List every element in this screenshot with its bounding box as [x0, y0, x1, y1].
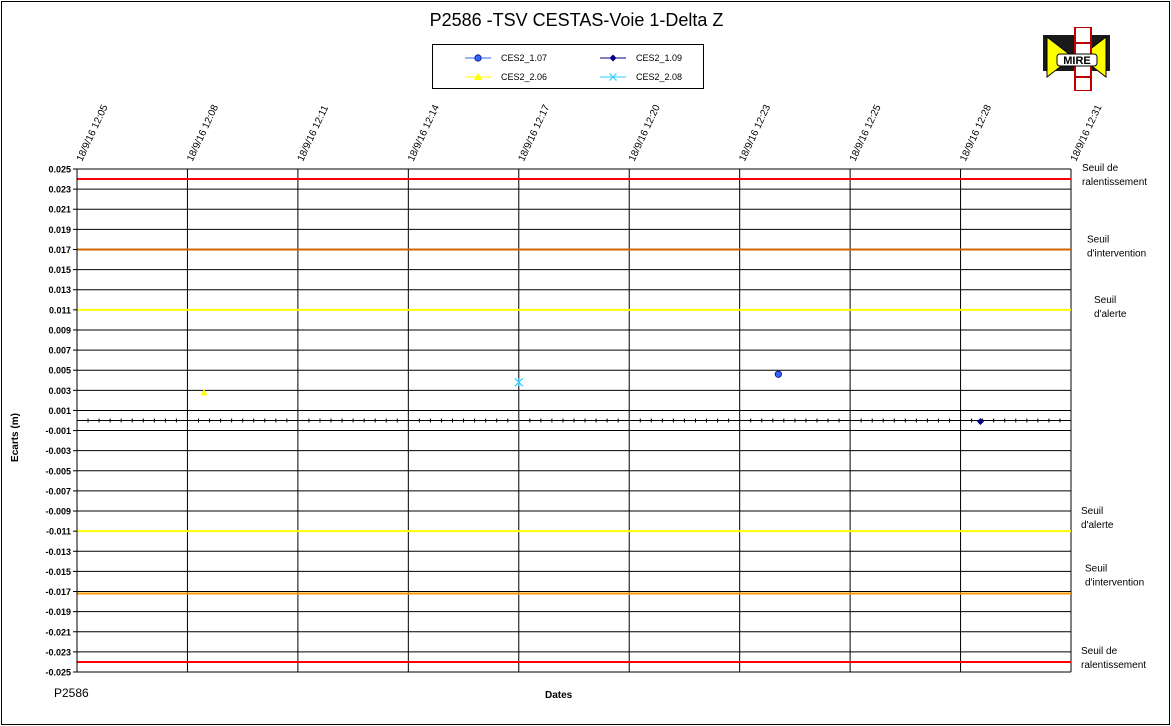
y-tick-label: 0.005: [48, 366, 71, 376]
y-tick-label: 0.009: [48, 325, 71, 335]
threshold-label-line: ralentissement: [1081, 660, 1146, 671]
logo-text: MIRE: [1063, 55, 1091, 67]
threshold-labels: Seuil de ralentissement Seuil d'interventio…: [1081, 163, 1147, 671]
y-tick-label: -0.015: [45, 567, 71, 577]
y-tick-label: -0.009: [45, 507, 71, 517]
y-tick-label: 0.013: [48, 285, 71, 295]
mire-logo: MIRE: [1043, 27, 1110, 91]
x-tick-label: 18/9/16 12:14: [406, 103, 442, 163]
x-tick-label: 18/9/16 12:25: [848, 103, 884, 163]
threshold-label-line: d'intervention: [1087, 248, 1146, 259]
x-tick-label: 18/9/16 12:11: [296, 103, 332, 163]
threshold-label: Seuil d'intervention: [1085, 564, 1144, 589]
y-tick-labels: 0.025 0.023 0.021 0.019 0.017 0.015 0.013 0.011…: [45, 165, 71, 678]
y-tick-label: -0.025: [45, 668, 71, 678]
chart-title: P2586 -TSV CESTAS-Voie 1-Delta Z: [429, 10, 724, 30]
x-tick-label: 18/9/16 12:31: [1069, 103, 1105, 163]
x-axis-label: Dates: [545, 690, 573, 701]
y-tick-label: 0.001: [48, 406, 71, 416]
threshold-label-line: d'alerte: [1094, 309, 1127, 320]
data-point-triangle: [200, 388, 208, 396]
threshold-label-line: ralentissement: [1082, 177, 1147, 188]
x-tick-label: 18/9/16 12:28: [958, 103, 994, 163]
y-tick-label: 0.011: [49, 305, 71, 315]
threshold-label-line: Seuil: [1094, 295, 1116, 306]
threshold-label-line: d'alerte: [1081, 520, 1114, 531]
y-tick-label: -0.013: [45, 547, 71, 557]
y-tick-label: -0.003: [45, 446, 71, 456]
x-tick-label: 18/9/16 12:05: [75, 103, 111, 163]
legend: CES2_1.07 CES2_1.09 CES2_2.06 CES2_2.08: [432, 44, 704, 89]
legend-label: CES2_1.07: [501, 53, 548, 63]
y-tick-label: -0.011: [46, 527, 71, 537]
threshold-label-line: Seuil de: [1081, 646, 1118, 657]
y-tick-label: 0.019: [48, 225, 71, 235]
page-reference: P2586: [54, 686, 89, 700]
legend-marker-triangle-icon: [465, 73, 491, 80]
threshold-label: Seuil de ralentissement: [1081, 646, 1146, 671]
data-point-circle: [774, 370, 782, 378]
y-tick-label: 0.007: [48, 346, 71, 356]
y-tick-label: 0.017: [48, 245, 71, 255]
y-tick-label: 0.023: [48, 185, 71, 195]
threshold-label: Seuil d'alerte: [1081, 506, 1114, 531]
y-tick-label: -0.021: [45, 627, 71, 637]
y-tick-label: -0.005: [45, 466, 71, 476]
legend-marker-circle-icon: [465, 54, 491, 62]
x-tick-label: 18/9/16 12:20: [627, 103, 663, 163]
threshold-label: Seuil d'intervention: [1087, 234, 1146, 259]
threshold-label: Seuil de ralentissement: [1082, 163, 1147, 188]
legend-marker-diamond-icon: [600, 54, 626, 62]
threshold-lines: [77, 178, 1071, 663]
data-point-diamond: [976, 418, 984, 426]
y-tick-label: -0.007: [45, 486, 71, 496]
y-tick-label: 0.003: [48, 386, 71, 396]
data-points: [200, 370, 984, 426]
threshold-label-line: d'intervention: [1085, 578, 1144, 589]
y-tick-label: -0.001: [45, 426, 71, 436]
y-tick-label: 0.021: [48, 205, 71, 215]
y-tick-label: 0.025: [48, 165, 71, 175]
y-tick-label: -0.019: [45, 607, 71, 617]
y-tick-label: 0.015: [48, 265, 71, 275]
threshold-label-line: Seuil de: [1082, 163, 1119, 174]
threshold-label: Seuil d'alerte: [1094, 295, 1127, 320]
threshold-label-line: Seuil: [1081, 506, 1103, 517]
y-tick-label: -0.017: [45, 587, 71, 597]
legend-label: CES2_2.06: [501, 72, 548, 82]
x-tick-label: 18/9/16 12:23: [737, 103, 773, 163]
axes: [73, 168, 1071, 673]
data-point-star: [514, 377, 524, 387]
x-tick-label: 18/9/16 12:17: [517, 103, 553, 163]
y-axis-label: Ecarts (m): [9, 413, 21, 462]
x-tick-labels: 18/9/16 12:05 18/9/16 12:08 18/9/16 12:11 1…: [75, 103, 1105, 163]
legend-label: CES2_1.09: [636, 53, 683, 63]
x-tick-label: 18/9/16 12:08: [185, 103, 221, 163]
legend-marker-star-icon: [600, 73, 626, 81]
y-tick-label: -0.023: [45, 647, 71, 657]
threshold-label-line: Seuil: [1087, 234, 1109, 245]
threshold-label-line: Seuil: [1085, 564, 1107, 575]
legend-label: CES2_2.08: [636, 72, 683, 82]
